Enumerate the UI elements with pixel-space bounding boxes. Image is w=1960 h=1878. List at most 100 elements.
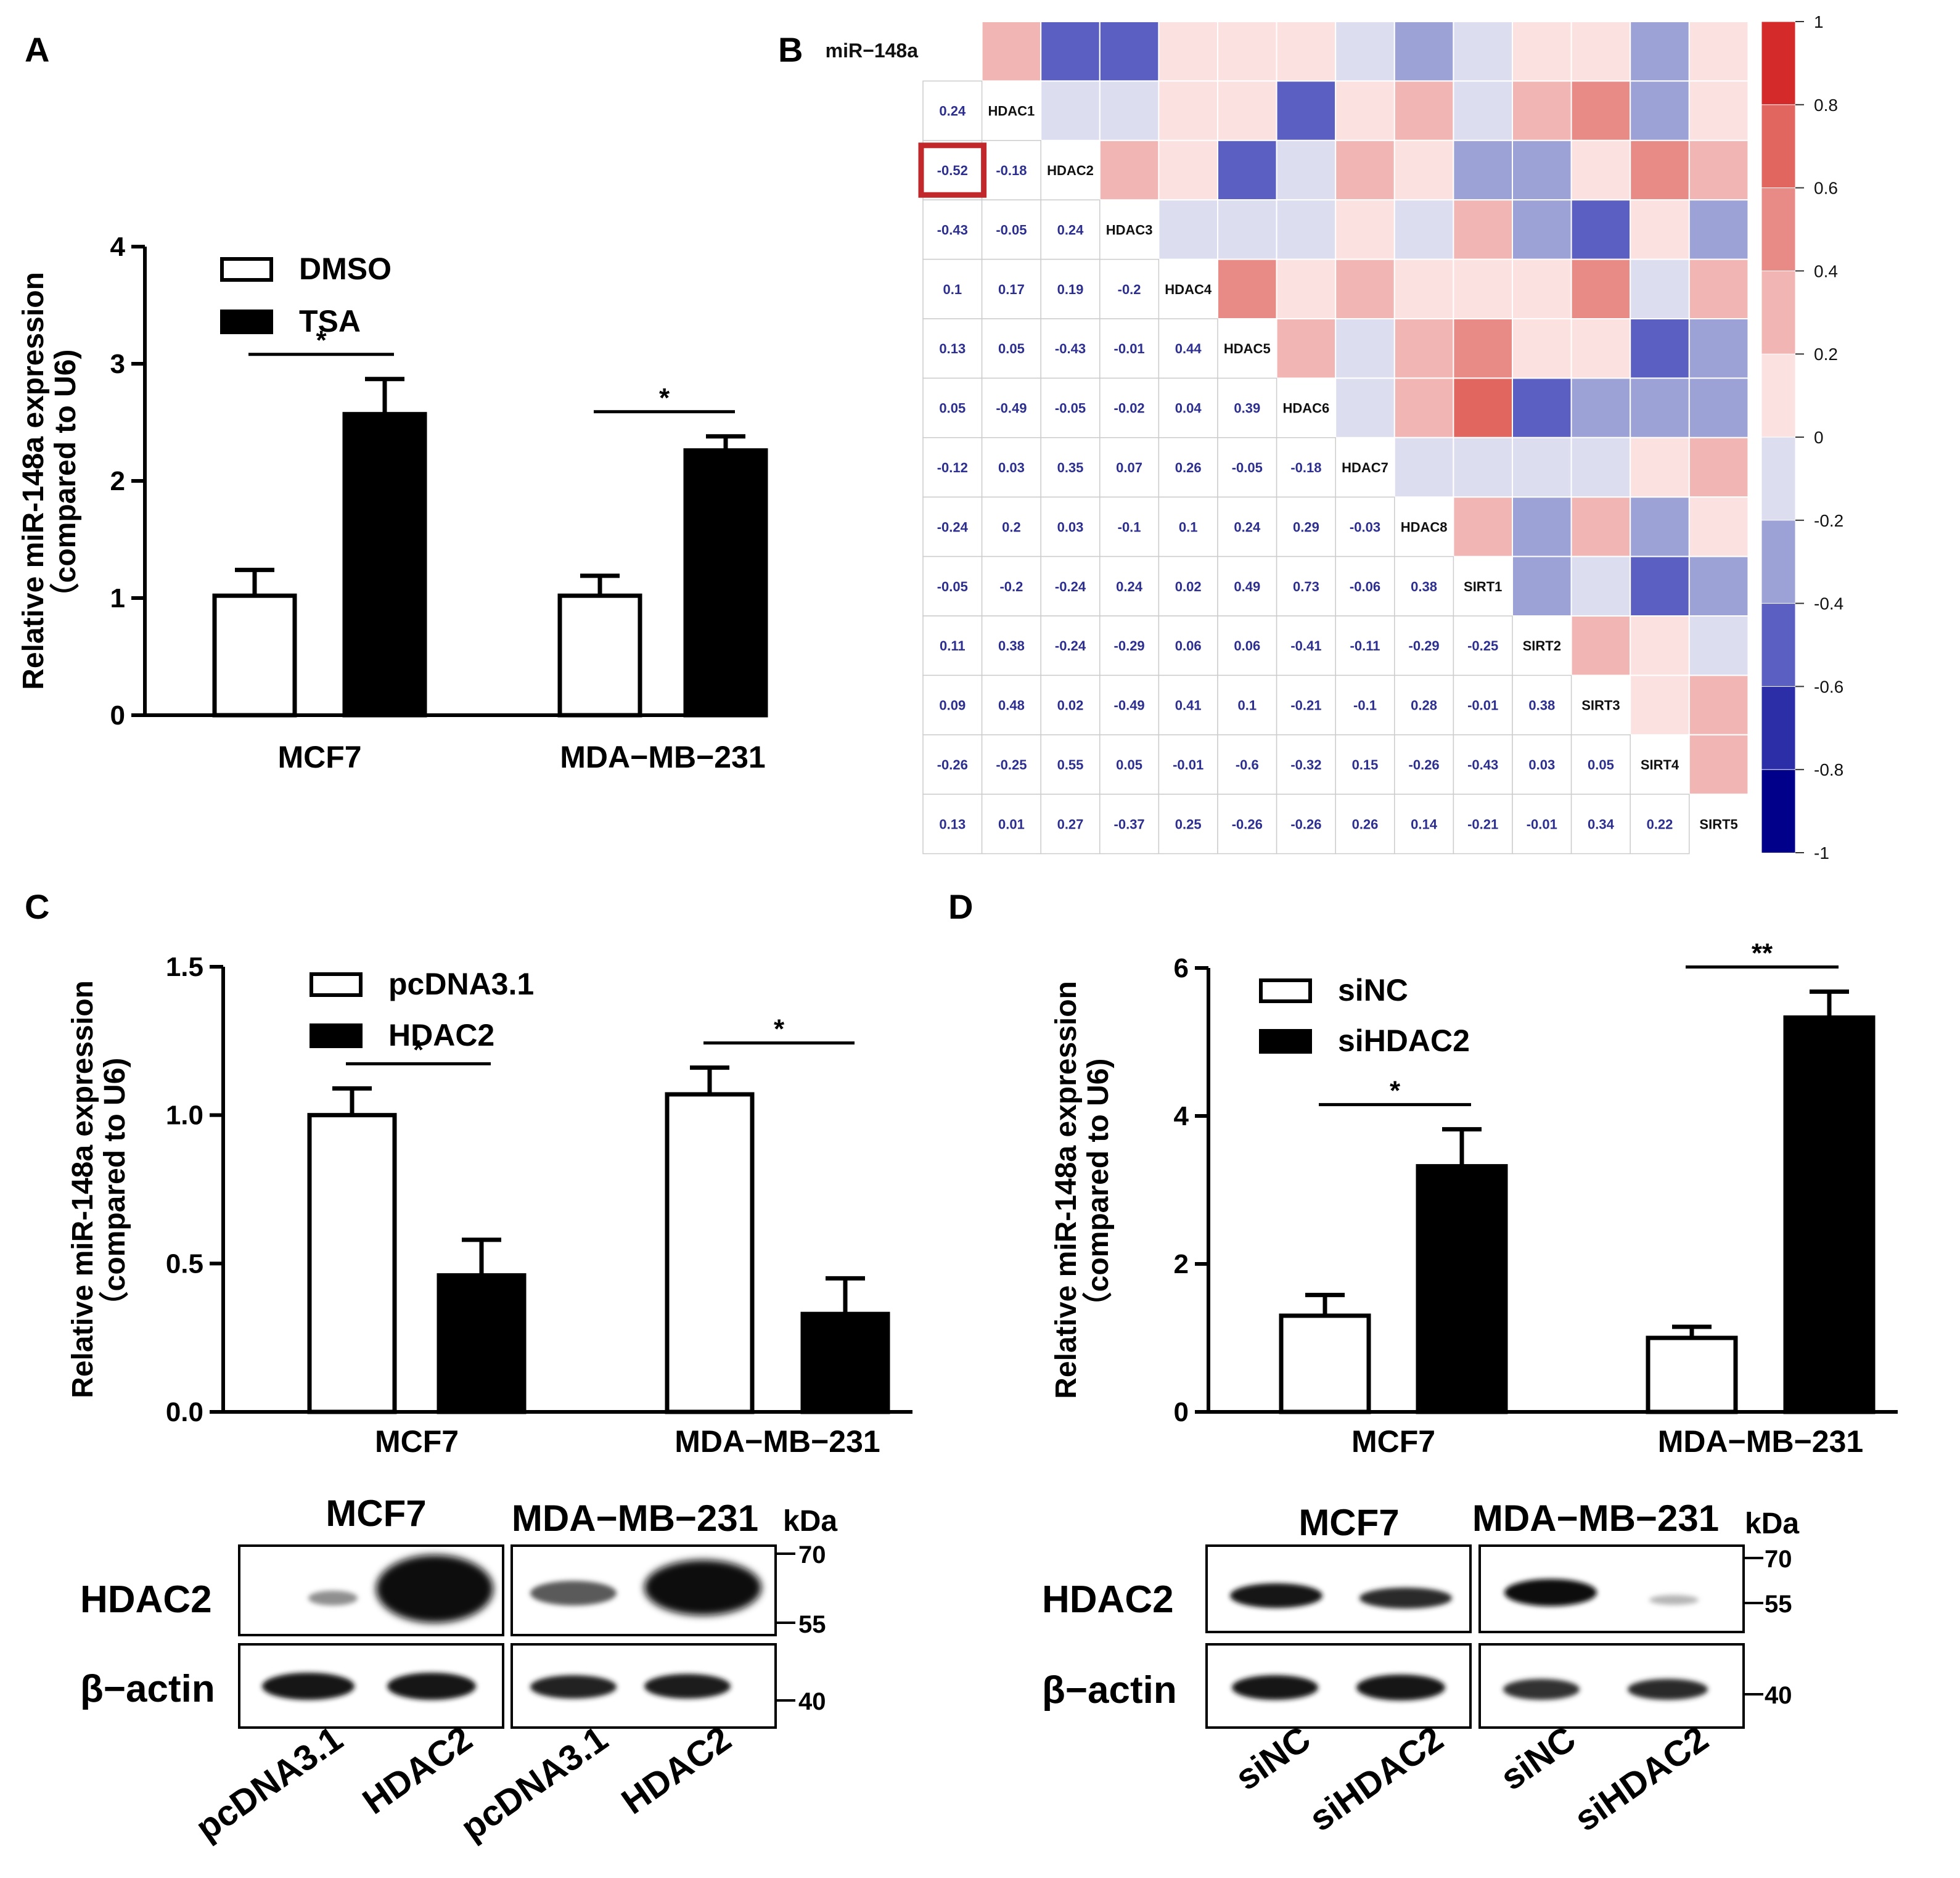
heatmap-cell-5-12: [1630, 318, 1690, 379]
heatmap-value-3-1: -0.05: [996, 222, 1027, 237]
heatmap-value-9-8: 0.38: [1411, 579, 1437, 594]
heatmap-diag-label-9: SIRT1: [1464, 579, 1502, 594]
colorbar-tick-label-10: -1: [1814, 843, 1829, 863]
heatmap-value-cell-6-3: [1099, 377, 1160, 438]
colorbar-tick-label-8: -0.6: [1814, 677, 1843, 696]
c-y-tick-label-2: 1.0: [166, 1101, 203, 1131]
heatmap-cell-2-9: [1453, 139, 1513, 201]
heatmap-cell-8-13: [1688, 496, 1749, 557]
c-y-tick-label-1: 0.5: [166, 1249, 203, 1279]
heatmap-value-cell-6-0: [922, 377, 983, 438]
heatmap-cell-2-3: [1099, 139, 1160, 201]
heatmap-cell-3-12: [1630, 199, 1690, 260]
c-bar-0-1: [437, 1273, 527, 1414]
heatmap-cell-5-10: [1512, 318, 1572, 379]
heatmap-value-10-8: -0.29: [1409, 638, 1440, 654]
heatmap-value-7-1: 0.03: [998, 460, 1025, 475]
heatmap-value-13-3: -0.37: [1114, 816, 1145, 832]
blot-d-kda: kDa: [1745, 1507, 1799, 1540]
a-bar-0-0: [212, 593, 297, 718]
heatmap-cell-2-8: [1393, 139, 1454, 201]
heatmap-value-6-4: 0.04: [1175, 401, 1202, 416]
heatmap-diag-label-5: HDAC5: [1224, 341, 1271, 356]
colorbar-segment-0: [1761, 21, 1796, 105]
heatmap-cell-7-13: [1688, 437, 1749, 498]
blot-c-band-hdac2-4: [644, 1560, 761, 1615]
heatmap-value-10-9: -0.25: [1467, 638, 1498, 654]
heatmap-value-11-5: 0.1: [1238, 698, 1257, 713]
heatmap-cell-0-6: [1276, 21, 1337, 82]
heatmap-value-cell-13-0: [922, 793, 983, 855]
heatmap-cell-6-11: [1570, 377, 1631, 438]
colorbar-tick-label-5: 0: [1814, 428, 1824, 447]
heatmap-cell-1-2: [1040, 80, 1101, 141]
heatmap-diag-label-8: HDAC8: [1401, 519, 1448, 535]
heatmap-value-cell-5-0: [922, 318, 983, 379]
heatmap-cell-1-10: [1512, 80, 1572, 141]
heatmap-value-12-10: 0.03: [1528, 757, 1555, 773]
heatmap-value-cell-12-11: [1570, 734, 1631, 795]
heatmap-value-4-0: 0.1: [943, 282, 962, 297]
heatmap-value-cell-4-1: [981, 258, 1041, 319]
heatmap-cell-5-8: [1393, 318, 1454, 379]
heatmap-cell-3-11: [1570, 199, 1631, 260]
heatmap-value-12-5: -0.6: [1236, 757, 1259, 773]
heatmap-value-cell-9-3: [1099, 556, 1160, 617]
heatmap-value-12-4: -0.01: [1173, 757, 1203, 773]
heatmap-cell-4-5: [1217, 258, 1277, 320]
heatmap-value-13-12: 0.22: [1647, 816, 1673, 832]
heatmap-cell-7-9: [1453, 437, 1513, 498]
c-category-label-1: MDA−MB−231: [675, 1424, 880, 1459]
heatmap-value-8-1: 0.2: [1002, 519, 1021, 535]
colorbar-tick-label-7: -0.4: [1814, 594, 1843, 613]
heatmap-cell-5-6: [1276, 318, 1337, 379]
heatmap-value-8-7: -0.03: [1350, 519, 1380, 535]
a-y-tick-label-3: 3: [110, 349, 125, 379]
heatmap-cell-5-13: [1688, 318, 1749, 379]
heatmap-value-10-7: -0.11: [1350, 638, 1380, 654]
heatmap-value-5-3: -0.01: [1114, 341, 1145, 356]
heatmap-cell-1-8: [1393, 80, 1454, 141]
a-bar-1-1: [683, 448, 768, 718]
heatmap-value-8-6: 0.29: [1293, 519, 1319, 535]
heatmap-value-13-11: 0.34: [1588, 816, 1615, 832]
heatmap-value-13-7: 0.26: [1352, 816, 1379, 832]
heatmap-value-9-2: -0.24: [1055, 579, 1086, 594]
colorbar-segment-8: [1761, 686, 1796, 771]
blot-d-marker-55: 55: [1765, 1591, 1792, 1618]
d-sig-star-0: *: [1390, 1076, 1401, 1106]
c-legend-label-0: pcDNA3.1: [388, 967, 534, 1001]
heatmap-value-4-3: -0.2: [1118, 282, 1141, 297]
heatmap-value-cell-7-4: [1158, 437, 1218, 498]
heatmap-cell-1-5: [1217, 80, 1277, 141]
heatmap-cell-1-4: [1158, 80, 1219, 141]
heatmap-cell-6-13: [1688, 377, 1749, 438]
heatmap-cell-2-4: [1158, 139, 1219, 201]
heatmap-value-cell-9-5: [1217, 556, 1277, 617]
heatmap-value-11-6: -0.21: [1290, 698, 1321, 713]
heatmap-cell-3-9: [1453, 199, 1513, 260]
heatmap-value-7-0: -0.12: [937, 460, 968, 475]
heatmap-cell-8-9: [1453, 496, 1513, 557]
heatmap-value-cell-13-3: [1099, 793, 1160, 855]
heatmap-value-cell-8-6: [1276, 496, 1336, 557]
heatmap-value-3-2: 0.24: [1057, 222, 1085, 237]
heatmap-value-cell-12-6: [1276, 734, 1336, 795]
heatmap-value-cell-10-0: [922, 615, 983, 676]
heatmap-cell-4-8: [1393, 258, 1454, 320]
heatmap-value-8-5: 0.24: [1234, 519, 1261, 535]
heatmap-cell-8-12: [1630, 496, 1690, 557]
heatmap-cell-1-11: [1570, 80, 1631, 141]
d-y-tick-label-3: 6: [1174, 953, 1189, 983]
heatmap-cell-7-10: [1512, 437, 1572, 498]
heatmap-value-cell-12-3: [1099, 734, 1160, 795]
panel-label-b: B: [778, 30, 803, 69]
a-y-tick-label-1: 1: [110, 583, 125, 613]
blot-d-title-mda: MDA−MB−231: [1472, 1498, 1719, 1539]
d-y-tick-label-2: 4: [1174, 1101, 1189, 1131]
heatmap-cell-2-6: [1276, 139, 1337, 201]
d-category-label-1: MDA−MB−231: [1658, 1424, 1863, 1459]
heatmap-cell-0-7: [1335, 21, 1395, 82]
heatmap-value-13-6: -0.26: [1290, 816, 1321, 832]
blot-d-band-actin-1: [1232, 1675, 1318, 1700]
